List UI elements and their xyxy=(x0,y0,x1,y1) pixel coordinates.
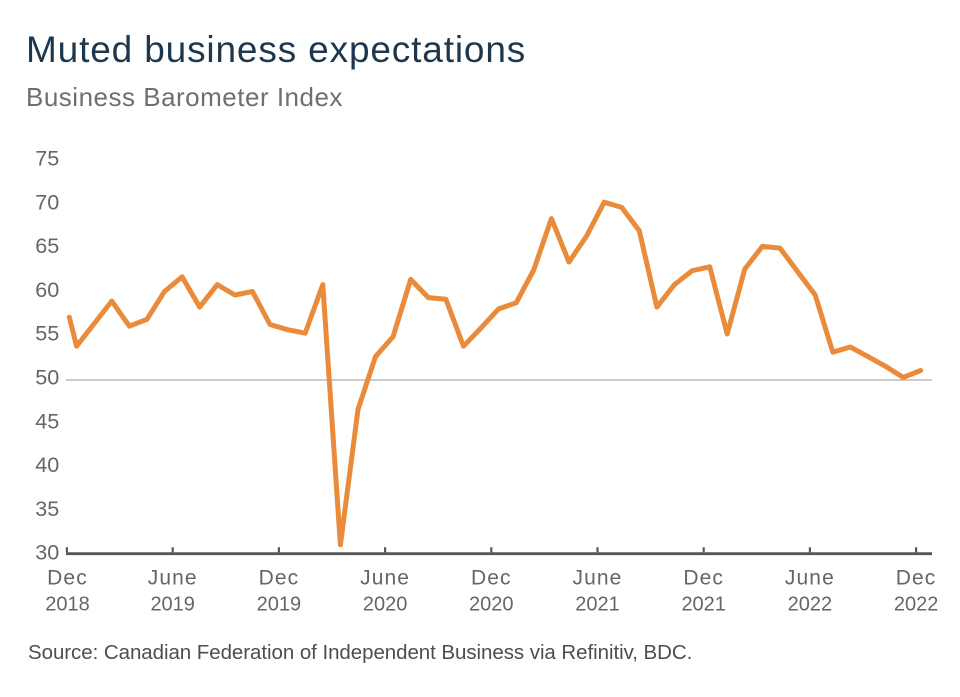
svg-text:70: 70 xyxy=(35,190,59,215)
svg-text:2021: 2021 xyxy=(575,593,620,615)
svg-text:June: June xyxy=(360,567,410,590)
svg-text:65: 65 xyxy=(35,233,59,258)
svg-text:2022: 2022 xyxy=(894,593,939,615)
svg-text:2022: 2022 xyxy=(788,593,833,615)
svg-text:2019: 2019 xyxy=(150,593,195,615)
svg-text:40: 40 xyxy=(35,452,59,477)
svg-text:Dec: Dec xyxy=(683,567,724,590)
svg-text:Dec: Dec xyxy=(896,567,937,590)
svg-text:Dec: Dec xyxy=(471,567,512,590)
svg-text:2019: 2019 xyxy=(257,593,302,615)
svg-text:60: 60 xyxy=(35,277,59,302)
svg-text:2018: 2018 xyxy=(45,593,90,615)
svg-text:June: June xyxy=(573,567,623,590)
svg-text:55: 55 xyxy=(35,321,59,346)
svg-text:June: June xyxy=(148,567,198,590)
svg-text:Dec: Dec xyxy=(259,567,300,590)
svg-text:Dec: Dec xyxy=(47,567,88,590)
svg-text:2020: 2020 xyxy=(469,593,514,615)
svg-text:35: 35 xyxy=(35,496,59,521)
svg-text:2021: 2021 xyxy=(681,593,726,615)
svg-text:75: 75 xyxy=(35,146,59,171)
svg-text:30: 30 xyxy=(35,540,59,565)
svg-text:45: 45 xyxy=(35,408,59,433)
svg-text:2020: 2020 xyxy=(363,593,408,615)
svg-text:50: 50 xyxy=(35,365,59,390)
svg-text:June: June xyxy=(785,567,835,590)
